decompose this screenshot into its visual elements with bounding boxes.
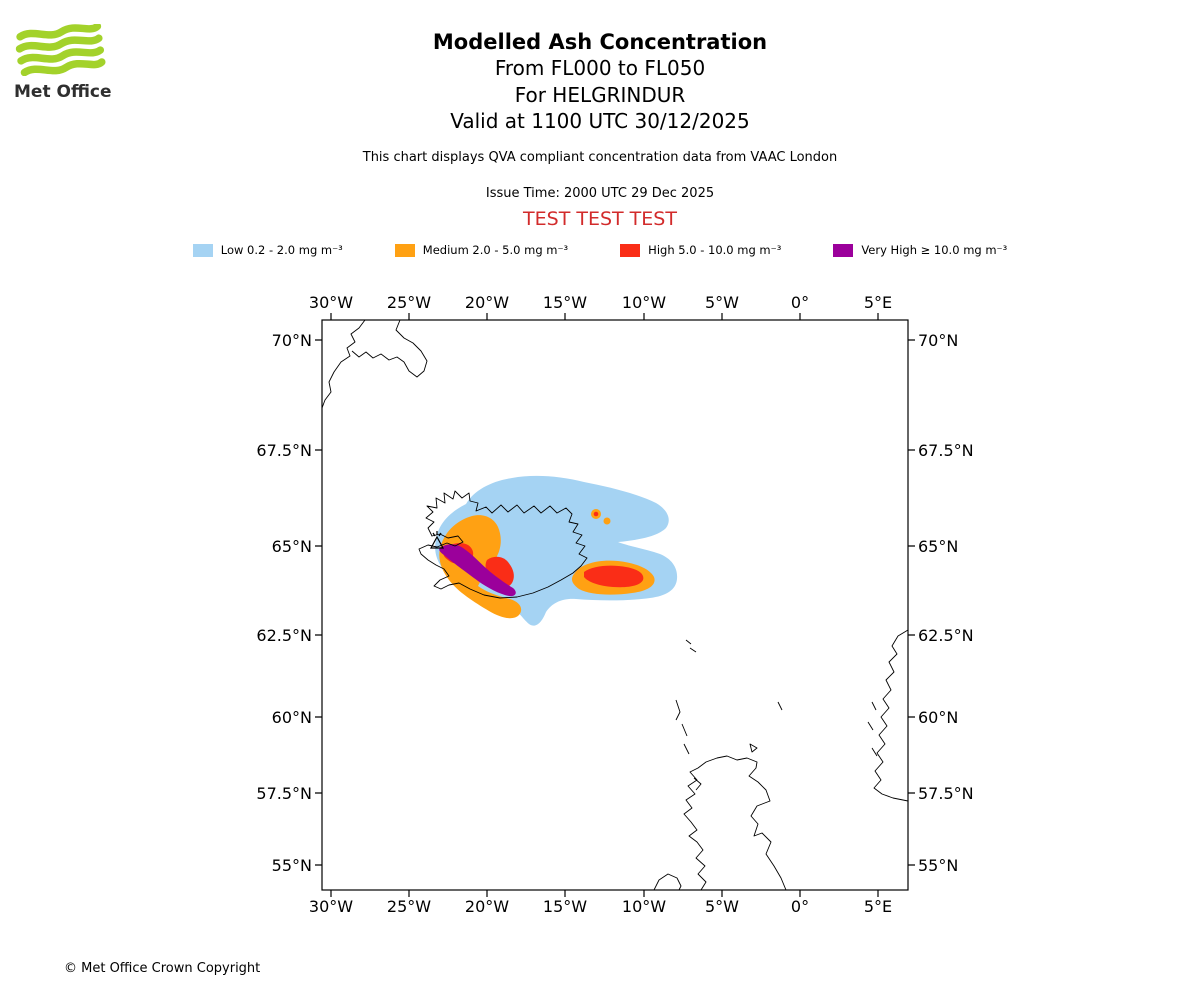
lat-label-right-57-5n: 57.5°N — [918, 784, 974, 803]
lon-label-top-5w: 5°W — [705, 293, 739, 312]
coastline-orkney-shetland — [749, 701, 783, 753]
coastlines — [321, 319, 909, 891]
lon-label-top-25w: 25°W — [387, 293, 431, 312]
lon-label-top-15w: 15°W — [543, 293, 587, 312]
legend-label-low: Low 0.2 - 2.0 mg m⁻³ — [220, 243, 343, 257]
lon-label-bottom-15w: 15°W — [543, 897, 587, 916]
met-office-logo: Met Office — [14, 22, 114, 102]
ticks-left — [315, 339, 322, 866]
subtitle-volcano: For HELGRINDUR — [514, 82, 686, 107]
lon-label-bottom-5e: 5°E — [864, 897, 892, 916]
met-office-logo-text: Met Office — [14, 82, 112, 102]
lat-label-right-62-5n: 62.5°N — [918, 626, 974, 645]
axis-labels: 30°W 25°W 20°W 15°W 10°W 5°W 0° 5°E 30°W… — [256, 293, 973, 916]
lon-label-top-10w: 10°W — [622, 293, 666, 312]
ticks-bottom — [330, 890, 879, 897]
logo-wave-2 — [15, 34, 103, 53]
logo-wave-4 — [20, 58, 106, 77]
map-frame — [321, 319, 909, 891]
axis-ticks — [315, 313, 915, 897]
lon-label-bottom-25w: 25°W — [387, 897, 431, 916]
plume-high-contour-east — [584, 565, 644, 588]
lat-label-left-70n: 70°N — [272, 331, 312, 350]
legend: Low 0.2 - 2.0 mg m⁻³ Medium 2.0 - 5.0 mg… — [0, 243, 1200, 257]
met-office-logo-waves — [15, 22, 106, 77]
coastline-norway-skerries — [867, 701, 878, 757]
legend-item-medium: Medium 2.0 - 5.0 mg m⁻³ — [394, 243, 569, 257]
legend-label-medium: Medium 2.0 - 5.0 mg m⁻³ — [422, 243, 569, 257]
lat-label-left-55n: 55°N — [272, 856, 312, 875]
lon-label-top-5e: 5°E — [864, 293, 892, 312]
lon-label-bottom-0: 0° — [791, 897, 809, 916]
coastline-iceland — [418, 490, 588, 599]
coastline-northern-ireland — [653, 873, 682, 891]
copyright-notice: © Met Office Crown Copyright — [64, 961, 261, 976]
legend-label-very-high: Very High ≥ 10.0 mg m⁻³ — [861, 243, 1008, 257]
ash-plume — [435, 475, 678, 626]
legend-swatch-high — [620, 243, 641, 257]
plume-very-high-contour — [439, 544, 516, 597]
plume-medium-spot-2 — [603, 517, 611, 525]
page-title: Modelled Ash Concentration — [432, 30, 768, 54]
lat-label-left-62-5n: 62.5°N — [256, 626, 312, 645]
logo-wave-3 — [17, 46, 105, 65]
lon-label-bottom-5w: 5°W — [705, 897, 739, 916]
qva-description: This chart displays QVA compliant concen… — [362, 150, 838, 166]
lat-label-left-65n: 65°N — [272, 537, 312, 556]
logo-wave-1 — [16, 22, 102, 41]
test-banner: TEST TEST TEST — [523, 208, 677, 231]
lat-label-right-70n: 70°N — [918, 331, 958, 350]
lat-label-right-67-5n: 67.5°N — [918, 441, 974, 460]
lon-label-bottom-10w: 10°W — [622, 897, 666, 916]
lon-label-top-30w: 30°W — [309, 293, 353, 312]
lat-label-right-60n: 60°N — [918, 708, 958, 727]
lat-label-right-55n: 55°N — [918, 856, 958, 875]
plume-high-spot — [593, 511, 599, 517]
header: Modelled Ash Concentration From FL000 to… — [0, 30, 1200, 230]
legend-item-high: High 5.0 - 10.0 mg m⁻³ — [620, 243, 781, 257]
coastline-norway — [873, 629, 909, 802]
legend-item-very-high: Very High ≥ 10.0 mg m⁻³ — [833, 243, 1007, 257]
lon-label-top-0: 0° — [791, 293, 809, 312]
lon-label-bottom-20w: 20°W — [465, 897, 509, 916]
subtitle-valid-time: Valid at 1100 UTC 30/12/2025 — [450, 108, 750, 133]
volcano-marker — [429, 531, 445, 549]
legend-swatch-low — [192, 243, 213, 257]
lat-label-left-60n: 60°N — [272, 708, 312, 727]
legend-item-low: Low 0.2 - 2.0 mg m⁻³ — [192, 243, 343, 257]
ticks-top — [330, 313, 879, 320]
legend-swatch-very-high — [833, 243, 854, 257]
coastline-great-britain — [683, 755, 787, 891]
lon-label-top-20w: 20°W — [465, 293, 509, 312]
lon-label-bottom-30w: 30°W — [309, 897, 353, 916]
subtitle-flight-levels: From FL000 to FL050 — [494, 56, 706, 81]
lat-label-left-57-5n: 57.5°N — [256, 784, 312, 803]
coastline-faroes — [685, 639, 697, 653]
legend-swatch-medium — [394, 243, 415, 257]
coastline-greenland-outer — [321, 319, 366, 409]
issue-time: Issue Time: 2000 UTC 29 Dec 2025 — [485, 186, 715, 202]
lat-label-right-65n: 65°N — [918, 537, 958, 556]
legend-label-high: High 5.0 - 10.0 mg m⁻³ — [648, 243, 782, 257]
ticks-right — [908, 339, 915, 866]
coastline-greenland-fjords — [351, 319, 428, 378]
coastline-hebrides — [675, 699, 702, 791]
lat-label-left-67-5n: 67.5°N — [256, 441, 312, 460]
